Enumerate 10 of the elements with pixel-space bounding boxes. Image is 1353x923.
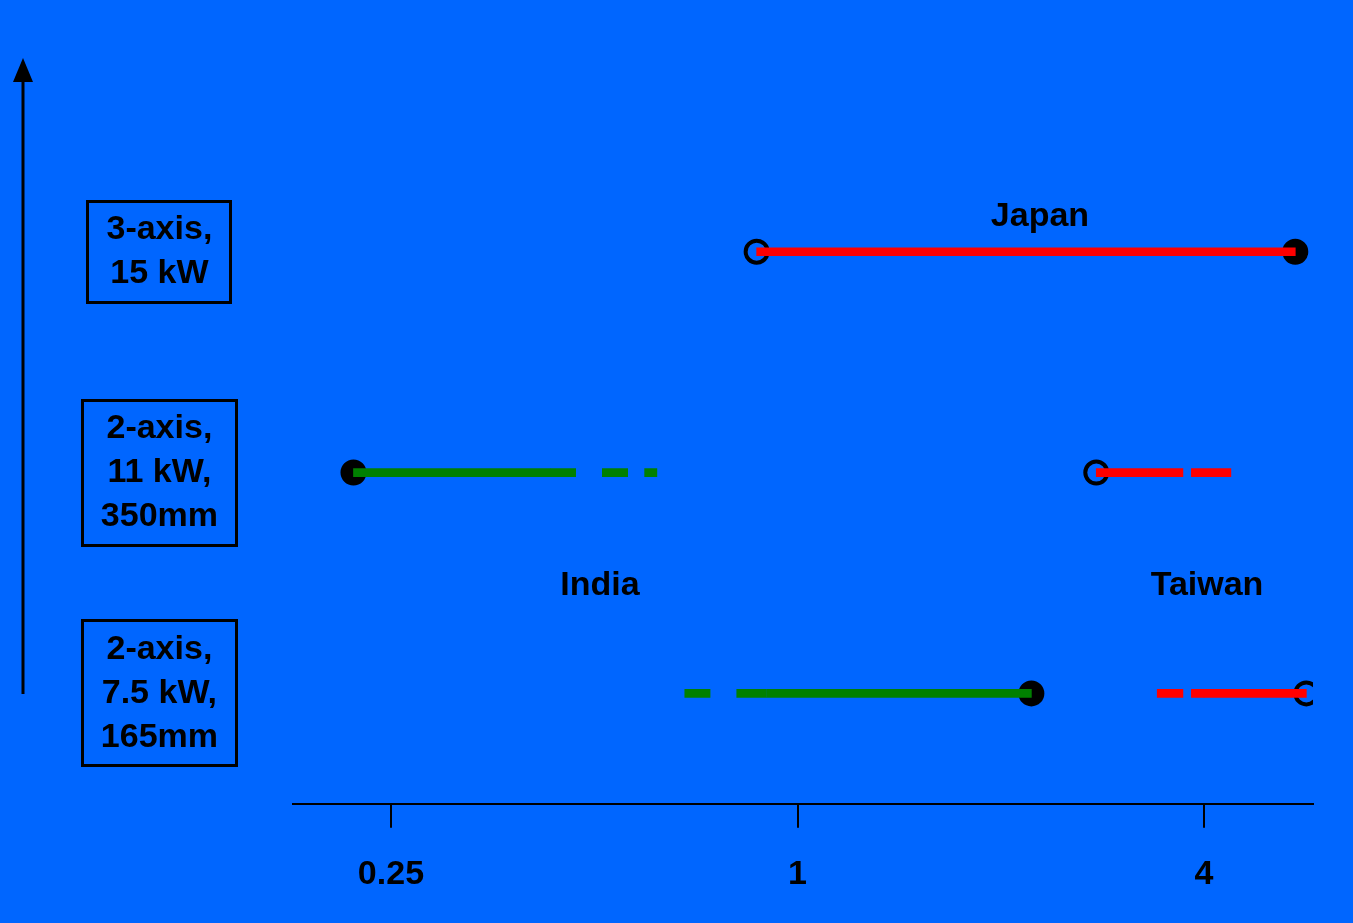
x-tick-label: 4 [1194,852,1214,891]
annotation: India [560,563,640,603]
x-tick-label: 0.25 [357,852,425,891]
y-tick-label: 2-axis, 7.5 kW, 165mm [100,627,219,754]
annotation: Taiwan [1150,563,1264,603]
x-tick-label: 1 [788,852,807,891]
y-tick-label: 3-axis, 15 kW [106,207,213,291]
annotation: Japan [990,194,1090,234]
bar [756,247,1296,257]
y-tick-label: 2-axis, 11 kW, 350mm [100,406,219,534]
